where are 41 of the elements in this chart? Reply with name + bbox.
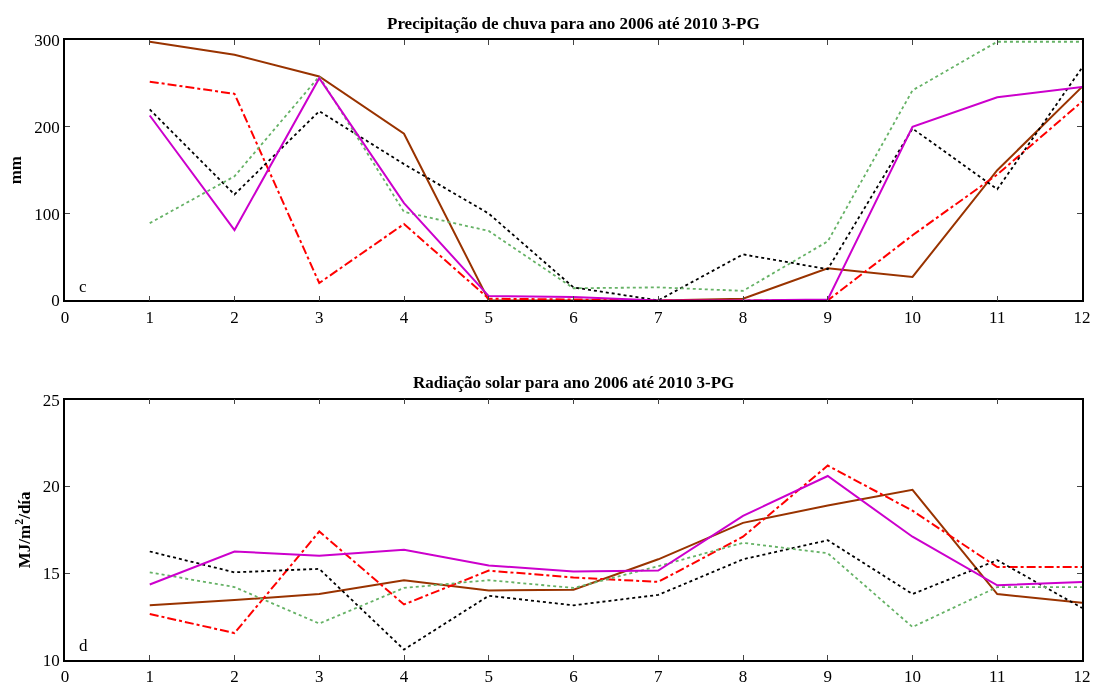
line-series [148, 464, 1082, 635]
x-tick-label: 4 [399, 667, 409, 687]
x-tick-label: 8 [738, 667, 748, 687]
x-tick-label: 7 [654, 307, 663, 327]
x-tick-label: 8 [738, 307, 748, 327]
x-tick-label: 1 [145, 307, 154, 327]
y-tick-label: 100 [34, 204, 60, 224]
x-tick-label: 7 [654, 667, 663, 687]
y-tick-label: 200 [34, 117, 60, 137]
annotation: c [79, 277, 87, 296]
line-series [148, 488, 1082, 607]
x-tick-label: 3 [315, 307, 324, 327]
x-tick-label: 9 [823, 667, 832, 687]
x-tick-label: 5 [484, 667, 493, 687]
x-tick-label: 4 [399, 307, 409, 327]
x-tick-label: 9 [823, 307, 832, 327]
x-tick-label: 12 [1073, 667, 1091, 687]
y-tick-label: 25 [42, 390, 60, 410]
y-tick-label: 0 [51, 291, 60, 311]
x-tick-label: 11 [989, 307, 1006, 327]
y-axis-title: mm [6, 156, 26, 185]
x-tick-label: 10 [904, 307, 921, 327]
y-tick-label: 20 [42, 477, 60, 497]
x-tick-label: 5 [484, 307, 493, 327]
y-tick-label: 15 [42, 564, 60, 584]
x-tick-label: 10 [904, 667, 921, 687]
x-tick-label: 1 [145, 667, 154, 687]
x-tick-label: 2 [230, 307, 239, 327]
x-tick-label: 6 [569, 307, 578, 327]
line-series [148, 541, 1082, 628]
x-tick-label: 6 [569, 667, 578, 687]
chart-title: Precipitação de chuva para ano 2006 até 2010 3-PG [387, 14, 760, 33]
x-tick-label: 2 [230, 667, 239, 687]
x-tick-label: 3 [315, 667, 324, 687]
annotation: d [79, 636, 88, 655]
x-tick-label: 12 [1073, 307, 1091, 327]
line-series [148, 474, 1082, 587]
x-tick-label: 11 [989, 667, 1006, 687]
y-tick-label: 300 [34, 30, 60, 50]
y-tick-label: 10 [42, 650, 60, 670]
chart-title: Radiação solar para ano 2006 até 2010 3-PG [413, 373, 735, 392]
